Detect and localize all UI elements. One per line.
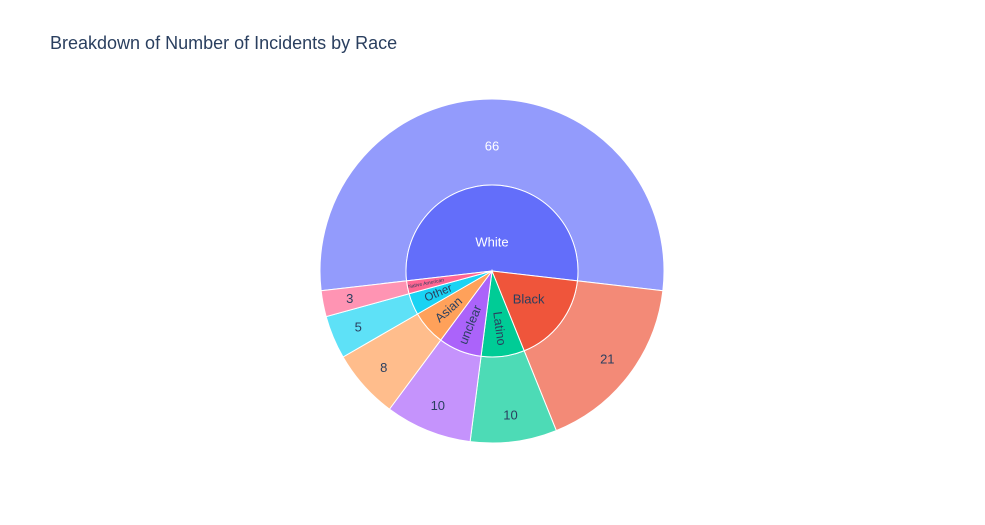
category-label-black: Black	[513, 291, 545, 306]
value-label-native-american: 3	[346, 291, 353, 306]
value-label-latino: 10	[503, 407, 517, 422]
category-label-white: White	[475, 235, 508, 250]
value-label-black: 21	[600, 351, 614, 366]
value-label-other: 5	[355, 319, 362, 334]
value-label-unclear: 10	[431, 398, 445, 413]
value-label-asian: 8	[380, 360, 387, 375]
value-label-white: 66	[485, 139, 499, 154]
